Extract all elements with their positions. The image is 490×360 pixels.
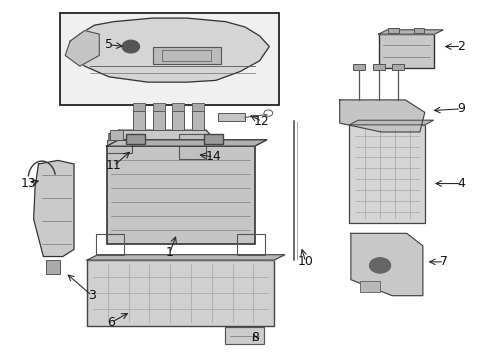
Bar: [87, 260, 274, 326]
Bar: [392, 64, 404, 70]
Bar: [60, 13, 279, 105]
Bar: [110, 130, 122, 140]
Polygon shape: [106, 140, 267, 146]
Bar: [373, 64, 385, 70]
Text: 3: 3: [88, 289, 96, 302]
Bar: [360, 281, 380, 292]
Bar: [96, 234, 124, 255]
Bar: [126, 134, 146, 144]
Bar: [218, 113, 245, 121]
Text: 1: 1: [166, 247, 173, 260]
Bar: [172, 103, 184, 111]
Bar: [179, 134, 206, 159]
Text: 5: 5: [105, 38, 113, 51]
Bar: [133, 103, 146, 111]
Text: 13: 13: [21, 177, 37, 190]
Circle shape: [122, 40, 140, 53]
Bar: [204, 134, 223, 144]
Bar: [153, 103, 165, 111]
Text: 11: 11: [106, 159, 122, 172]
Bar: [388, 28, 399, 33]
Circle shape: [369, 257, 391, 273]
Bar: [192, 103, 204, 111]
Polygon shape: [34, 161, 74, 257]
Text: 9: 9: [457, 102, 465, 115]
Polygon shape: [379, 30, 443, 34]
Polygon shape: [109, 130, 216, 146]
Bar: [133, 111, 146, 130]
Polygon shape: [65, 31, 99, 66]
Bar: [46, 260, 60, 274]
Bar: [106, 146, 255, 244]
Text: 8: 8: [251, 331, 259, 344]
Text: 14: 14: [205, 150, 221, 163]
Text: 4: 4: [457, 177, 465, 190]
Bar: [153, 46, 220, 64]
Text: 2: 2: [457, 40, 465, 53]
Polygon shape: [70, 18, 270, 82]
Bar: [353, 64, 366, 70]
Bar: [224, 327, 265, 345]
Text: 10: 10: [298, 255, 314, 268]
Polygon shape: [349, 120, 434, 125]
Bar: [192, 111, 204, 130]
Bar: [237, 234, 266, 255]
Bar: [153, 111, 165, 130]
Polygon shape: [340, 100, 425, 132]
Bar: [414, 28, 424, 33]
Text: 7: 7: [440, 255, 448, 268]
Bar: [106, 140, 132, 153]
Polygon shape: [87, 255, 285, 260]
Bar: [172, 111, 184, 130]
Bar: [162, 50, 211, 61]
Bar: [349, 125, 425, 223]
Text: 12: 12: [254, 115, 270, 128]
Polygon shape: [351, 233, 423, 296]
Bar: [379, 34, 435, 68]
Text: 6: 6: [107, 316, 115, 329]
